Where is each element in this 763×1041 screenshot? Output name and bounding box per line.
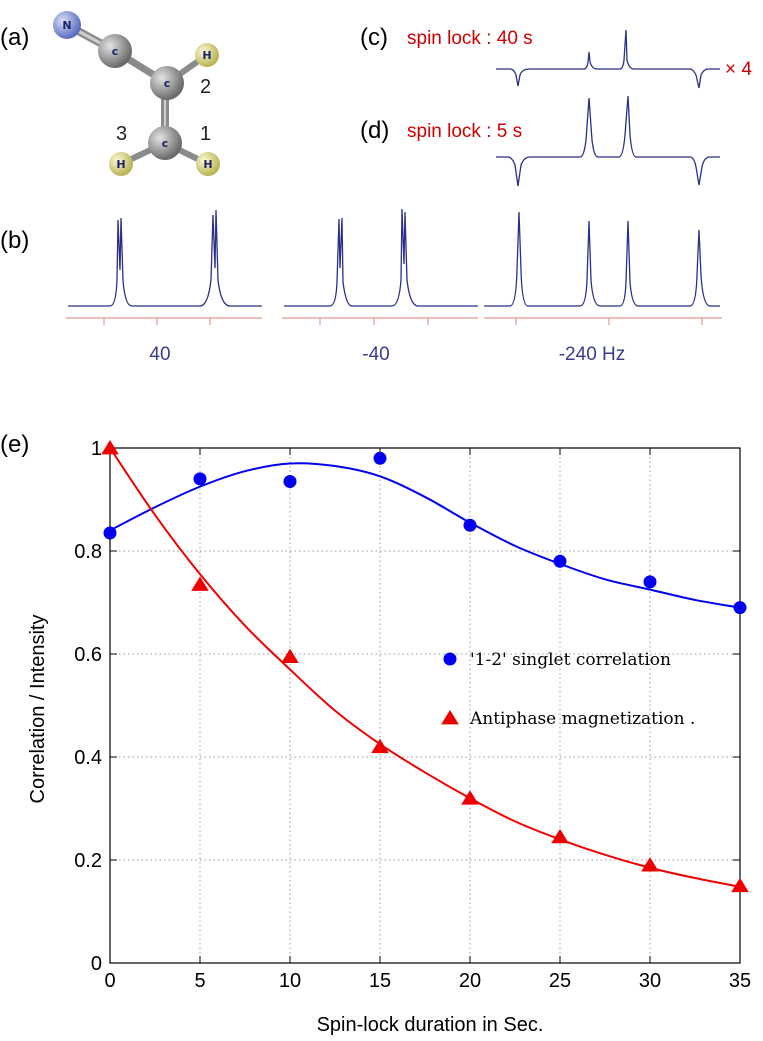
bond-lines	[63, 21, 211, 167]
proton-number-2: 2	[200, 76, 211, 98]
frequency-axis	[66, 317, 722, 325]
data-point-antiphase	[461, 790, 479, 805]
carbon-atom-nitrile: c	[98, 34, 132, 68]
svg-text:c: c	[164, 77, 171, 90]
carbon-atom-beta: c	[148, 126, 182, 160]
freq-label-minus40: -40	[362, 344, 389, 365]
hydrogen-atom-2: H	[195, 43, 219, 67]
y-tick-label: 0.2	[74, 850, 102, 872]
y-axis-title: Correlation / Intensity	[27, 615, 49, 804]
hydrogen-atom-1: H	[196, 152, 220, 176]
legend-label: '1-2' singlet correlation	[470, 650, 671, 670]
svg-text:H: H	[116, 158, 125, 171]
axis-ticks: 0 5 10 15 20 25 30 35 0 0.2 0.4 0.6 0.8 1	[74, 438, 751, 992]
panel-label-b: (b)	[0, 227, 29, 254]
x-tick-label: 5	[194, 970, 205, 992]
y-tick-label: 0.6	[74, 644, 102, 666]
spectrum-trace-b-minus240	[484, 211, 720, 307]
x-tick-label: 35	[729, 970, 751, 992]
fit-curves	[109, 447, 741, 888]
x-tick-label: 25	[549, 970, 571, 992]
chart-grid	[109, 447, 741, 964]
data-point-antiphase	[551, 828, 569, 844]
spectrum-trace-b-minus40	[284, 208, 478, 307]
x-tick-label: 10	[279, 970, 301, 992]
y-tick-label: 0.8	[74, 541, 102, 563]
data-point-antiphase	[641, 857, 659, 872]
nitrogen-atom: N	[53, 11, 81, 39]
hydrogen-atom-3: H	[109, 152, 133, 176]
freq-label-minus240: -240 Hz	[559, 344, 626, 365]
spectrum-b	[68, 208, 720, 307]
x-tick-label: 15	[369, 970, 391, 992]
correlation-chart: 0 5 10 15 20 25 30 35 0 0.2 0.4 0.6 0.8 1 '1-2' singl…	[27, 438, 751, 1036]
data-point-singlet	[463, 518, 477, 532]
spin-lock-40s-label: spin lock : 40 s	[407, 28, 533, 49]
panel-label-d: (d)	[360, 117, 389, 144]
carbon-atom-alpha: c	[150, 66, 184, 100]
spectrum-trace-c	[496, 29, 720, 89]
freq-label-40: 40	[149, 344, 170, 365]
data-point-antiphase	[191, 576, 209, 591]
spectrum-trace-d	[496, 95, 720, 187]
data-point-singlet	[733, 601, 747, 615]
chart-legend: '1-2' singlet correlation Antiphase magne…	[441, 650, 695, 729]
y-tick-label: 1	[91, 438, 102, 460]
fit-curve-antiphase	[109, 447, 741, 888]
svg-text:N: N	[62, 19, 71, 32]
spectrum-c	[496, 29, 720, 89]
proton-number-3: 3	[116, 123, 127, 145]
legend-marker-singlet	[443, 652, 457, 666]
panel-label-a: (a)	[0, 24, 29, 51]
y-tick-label: 0.4	[74, 747, 102, 769]
data-point-antiphase	[731, 877, 749, 893]
x-tick-label: 20	[459, 970, 481, 992]
data-point-singlet	[553, 554, 567, 568]
y-tick-label: 0	[91, 953, 102, 975]
x-tick-label: 0	[104, 970, 115, 992]
scale-factor-label: × 4	[725, 59, 752, 80]
data-point-antiphase	[101, 440, 119, 455]
data-points	[101, 440, 749, 893]
fit-curve-singlet	[109, 462, 741, 609]
x-tick-label: 30	[639, 970, 661, 992]
data-point-singlet	[643, 575, 657, 589]
svg-text:H: H	[202, 49, 211, 62]
legend-marker-antiphase	[441, 710, 459, 725]
data-point-singlet	[373, 451, 387, 465]
data-point-antiphase	[281, 648, 299, 663]
spectrum-d	[496, 95, 720, 187]
spectrum-trace-b-40	[68, 209, 262, 307]
data-point-singlet	[103, 526, 117, 540]
svg-text:c: c	[162, 137, 169, 150]
molecule-model: N c c c H H H 2 3 1	[53, 11, 220, 176]
data-point-singlet	[283, 474, 297, 488]
panel-label-e: (e)	[0, 431, 29, 458]
svg-text:H: H	[203, 158, 212, 171]
x-axis-title: Spin-lock duration in Sec.	[317, 1014, 544, 1036]
plot-area	[109, 447, 741, 964]
panel-label-c: (c)	[360, 24, 388, 51]
legend-label: Antiphase magnetization .	[469, 709, 695, 729]
proton-number-1: 1	[200, 123, 211, 145]
data-point-antiphase	[371, 738, 389, 754]
svg-text:c: c	[112, 45, 119, 58]
data-point-singlet	[193, 472, 207, 486]
spin-lock-5s-label: spin lock : 5 s	[407, 121, 522, 142]
